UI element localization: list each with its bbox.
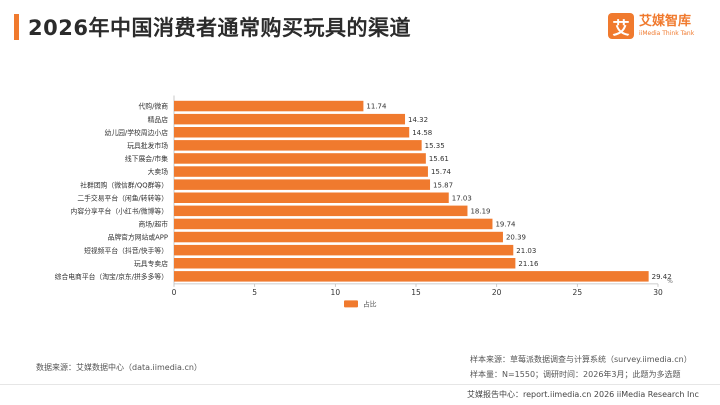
bar bbox=[174, 179, 431, 190]
category-label: 大卖场 bbox=[148, 167, 169, 176]
x-tick-label: 5 bbox=[252, 288, 257, 297]
legend-label: 占比 bbox=[363, 299, 377, 308]
bar bbox=[174, 166, 428, 177]
value-label: 19.74 bbox=[495, 221, 516, 229]
value-label: 15.74 bbox=[431, 168, 452, 176]
x-tick-label: 10 bbox=[331, 288, 341, 297]
category-label: 幼儿园/学校周边小店 bbox=[105, 128, 169, 137]
value-label: 20.39 bbox=[506, 234, 526, 242]
x-axis-unit: % bbox=[667, 278, 673, 285]
bar bbox=[174, 218, 493, 230]
value-label: 21.16 bbox=[518, 260, 539, 268]
x-tick-label: 25 bbox=[573, 288, 583, 297]
title-accent-bar bbox=[14, 14, 19, 40]
logo-name-cn: 艾媒智库 bbox=[639, 14, 692, 29]
value-label: 21.03 bbox=[516, 247, 536, 255]
value-label: 29.42 bbox=[652, 273, 672, 281]
bar bbox=[174, 153, 426, 164]
bar bbox=[174, 113, 406, 125]
logo-text: 艾媒智库 iiMedia Think Tank bbox=[639, 15, 694, 37]
sample-info: 样本来源：草莓派数据调查与计算系统（survey.iimedia.cn） 样本量… bbox=[470, 352, 692, 382]
value-label: 15.61 bbox=[429, 155, 449, 163]
brand-logo: 艾 艾媒智库 iiMedia Think Tank bbox=[608, 13, 694, 39]
bar bbox=[174, 244, 514, 256]
value-label: 14.58 bbox=[412, 129, 432, 137]
bar bbox=[174, 271, 649, 282]
value-label: 14.32 bbox=[408, 116, 428, 124]
category-label: 品牌官方网站或APP bbox=[108, 233, 168, 242]
logo-name-en: iiMedia Think Tank bbox=[639, 30, 695, 37]
category-label: 短视频平台（抖音/快手等） bbox=[84, 246, 168, 255]
category-label: 精品店 bbox=[148, 115, 169, 124]
value-label: 15.35 bbox=[425, 142, 445, 150]
value-label: 18.19 bbox=[470, 207, 490, 215]
category-label: 二手交易平台（闲鱼/转转等） bbox=[77, 193, 168, 202]
category-label: 代购/微商 bbox=[139, 102, 169, 111]
category-label: 线下展会/市集 bbox=[125, 154, 168, 163]
bar bbox=[174, 127, 410, 138]
category-label: 综合电商平台（淘宝/京东/拼多多等） bbox=[55, 272, 168, 281]
x-tick-label: 20 bbox=[492, 288, 502, 297]
sample-size: 样本量：N=1550；调研时间：2026年3月；此题为多选题 bbox=[470, 370, 681, 379]
title-bar: 2026年中国消费者通常购买玩具的渠道 bbox=[14, 12, 411, 42]
category-label: 商场/超市 bbox=[139, 220, 169, 229]
bar bbox=[174, 258, 516, 269]
data-source: 数据来源：艾媒数据中心（data.iimedia.cn） bbox=[36, 363, 202, 372]
footer-divider bbox=[0, 384, 720, 385]
category-label: 玩具批发市场 bbox=[127, 141, 168, 150]
bar bbox=[174, 231, 503, 243]
value-label: 15.87 bbox=[433, 181, 453, 189]
value-label: 17.03 bbox=[452, 194, 472, 202]
sample-source: 样本来源：草莓派数据调查与计算系统（survey.iimedia.cn） bbox=[470, 355, 692, 364]
legend-swatch bbox=[344, 300, 358, 308]
category-label: 社群团购（微信群/QQ群等） bbox=[80, 180, 168, 189]
category-label: 玩具专卖店 bbox=[134, 259, 168, 268]
x-tick-label: 30 bbox=[653, 288, 663, 297]
value-label: 11.74 bbox=[366, 103, 387, 111]
bar bbox=[174, 100, 364, 112]
page-title: 2026年中国消费者通常购买玩具的渠道 bbox=[28, 16, 411, 40]
bar bbox=[174, 192, 449, 203]
footer-text: 艾媒报告中心：report.iimedia.cn 2026 iiMedia Re… bbox=[467, 390, 699, 399]
x-tick-label: 0 bbox=[172, 288, 177, 297]
category-label: 内容分享平台（小红书/微博等） bbox=[71, 206, 168, 215]
bar bbox=[174, 140, 422, 151]
logo-icon: 艾 bbox=[608, 13, 634, 39]
x-tick-label: 15 bbox=[411, 288, 421, 297]
bar bbox=[174, 205, 468, 217]
